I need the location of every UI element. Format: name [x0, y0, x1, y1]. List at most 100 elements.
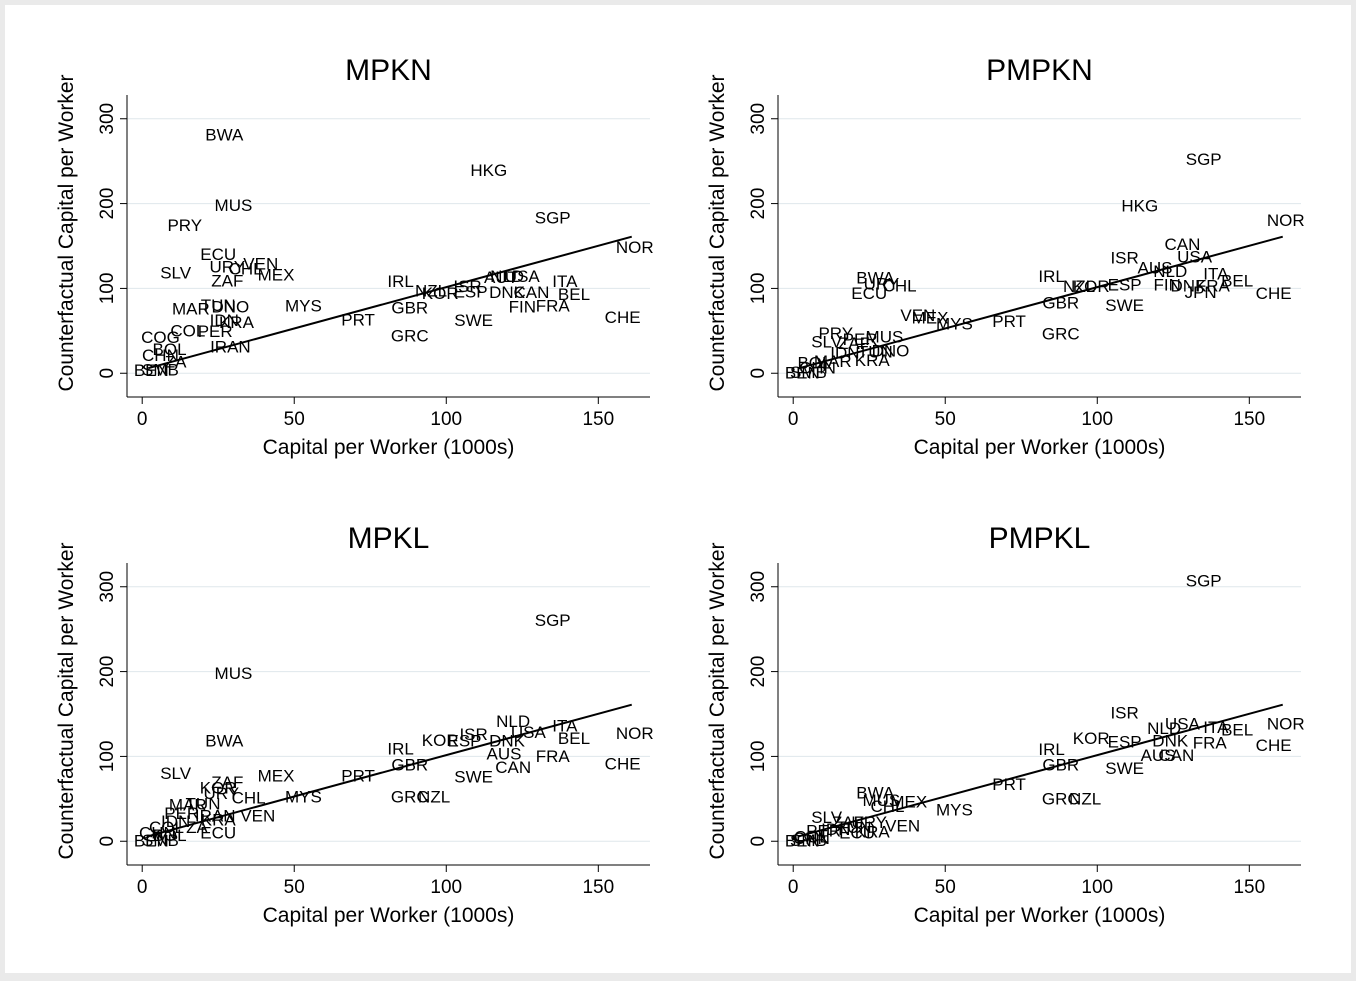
point-label-ven: VEN — [240, 806, 275, 825]
point-label-che: CHE — [1256, 284, 1292, 303]
point-label-zaf: ZAF — [832, 813, 864, 832]
point-label-prt: PRT — [341, 310, 375, 329]
point-label-bel: BEL — [1221, 721, 1253, 740]
point-label-idn: IDN — [210, 311, 239, 330]
point-label-irl: IRL — [1038, 267, 1064, 286]
point-label-aus: AUS — [487, 744, 522, 763]
y-tick-label: 300 — [748, 571, 769, 603]
point-label-chl: CHL — [870, 797, 904, 816]
point-label-smb: SMB — [142, 360, 179, 379]
y-axis-title: Counterfactual Capital per Worker — [55, 542, 78, 859]
x-tick-label: 0 — [137, 877, 148, 898]
point-label-nor: NOR — [1267, 211, 1305, 230]
point-label-kor: KOR — [422, 731, 459, 750]
point-label-mys: MYS — [285, 788, 322, 807]
point-label-nzl: NZL — [415, 281, 447, 300]
point-label-esp: ESP — [454, 282, 488, 301]
point-label-dno: DNO — [872, 342, 910, 361]
point-label-isr: ISR — [1110, 248, 1138, 267]
point-label-chl: CHL — [883, 276, 917, 295]
point-label-ven: VEN — [885, 816, 920, 835]
y-tick-label: 0 — [97, 368, 118, 379]
point-label-kra: KRA — [201, 811, 237, 830]
x-tick-label: 150 — [1233, 877, 1265, 898]
point-label-nld: NLD — [496, 712, 530, 731]
y-tick-label: 100 — [748, 273, 769, 305]
point-label-bol: BOL — [153, 340, 187, 359]
point-label-dnk: DNK — [1171, 276, 1208, 295]
point-label-sgp: SGP — [535, 611, 571, 630]
point-label-esp: ESP — [1108, 276, 1142, 295]
panel-mpkl: 0 100 200 300 0 50 100 150 MPKL Capital per Worke… — [55, 522, 654, 927]
y-axis-title: Counterfactual Capital per Worker — [55, 74, 78, 391]
panel-pmpkn: 0 100 200 300 0 50 100 150 PMPKN Capital per Work… — [706, 54, 1305, 459]
point-label-mar: MAR — [172, 299, 210, 318]
point-label-ven: VEN — [900, 306, 935, 325]
point-label-nzl: NZL — [418, 788, 450, 807]
point-label-zaf: ZAF — [211, 271, 243, 290]
point-label-bel: BEL — [1221, 271, 1253, 290]
x-tick-label: 150 — [582, 877, 614, 898]
point-label-grc: GRC — [1042, 789, 1080, 808]
point-label-tun: TUN — [201, 296, 236, 315]
panel-title: PMPKN — [986, 54, 1093, 87]
point-label-mex: MEX — [890, 793, 927, 812]
point-label-per: PER — [806, 822, 841, 841]
fitted-line — [148, 703, 633, 838]
y-tick-label: 0 — [97, 836, 118, 847]
point-label-col: COL — [794, 828, 829, 847]
point-label-ury: URY — [851, 813, 887, 832]
x-tick-label: 150 — [582, 409, 614, 430]
point-label-isr: ISR — [459, 725, 487, 744]
x-tick-label: 100 — [430, 409, 462, 430]
x-tick-label: 100 — [1081, 877, 1113, 898]
point-label-ita: ITA — [1203, 264, 1229, 283]
point-label-bwa: BWA — [856, 783, 895, 802]
point-label-iran: IRAN — [195, 806, 236, 825]
point-label-per: PER — [198, 322, 233, 341]
x-tick-label: 50 — [284, 409, 305, 430]
point-label-nld: NLD — [490, 267, 524, 286]
plot-area — [778, 563, 1301, 865]
point-label-swe: SWE — [454, 767, 493, 786]
point-label-cog: COG — [141, 328, 180, 347]
point-label-dnk: DNK — [489, 283, 526, 302]
y-tick-label: 0 — [748, 836, 769, 847]
point-label-fra: FRA — [536, 297, 571, 316]
point-label-che: CHE — [1256, 736, 1292, 755]
point-label-za: ZA — [186, 818, 208, 837]
point-label-irl: IRL — [387, 272, 413, 291]
point-label-tun: TUN — [837, 818, 872, 837]
point-label-bel: BEL — [558, 729, 590, 748]
fitted-line — [799, 235, 1284, 370]
point-label-isr: ISR — [453, 277, 481, 296]
point-label-gbr: GBR — [391, 755, 428, 774]
point-label-mus: MUS — [215, 196, 253, 215]
point-label-usa: USA — [1165, 715, 1201, 734]
y-tick-label: 200 — [748, 188, 769, 220]
point-label-sgp: SGP — [1186, 150, 1222, 169]
panel-title: MPKL — [348, 522, 430, 555]
point-label-prt: PRT — [341, 766, 375, 785]
point-label-chn: CHN — [142, 346, 179, 365]
point-label-chn: CHN — [139, 823, 176, 842]
y-tick-label: 0 — [748, 368, 769, 379]
point-label-sgp: SGP — [1186, 571, 1222, 590]
point-label-zaf: ZAF — [211, 773, 243, 792]
point-label-mys: MYS — [936, 315, 973, 334]
point-label-swe: SWE — [454, 311, 493, 330]
point-label-swe: SWE — [1105, 296, 1144, 315]
point-label-ury: URY — [864, 275, 900, 294]
point-label-ecu: ECU — [839, 823, 875, 842]
point-label-col: COL — [149, 818, 184, 837]
point-label-bwa: BWA — [856, 269, 895, 288]
y-tick-label: 200 — [97, 188, 118, 220]
point-label-idn: IDN — [830, 343, 859, 362]
point-label-bel: BEL — [558, 285, 590, 304]
point-label-mus: MUS — [862, 791, 900, 810]
point-label-aus: AUS — [1138, 259, 1173, 278]
point-label-gbr: GBR — [391, 298, 428, 317]
point-label-sgp: SGP — [535, 209, 571, 228]
y-tick-label: 300 — [97, 571, 118, 603]
point-label-aus: AUS — [1141, 746, 1176, 765]
